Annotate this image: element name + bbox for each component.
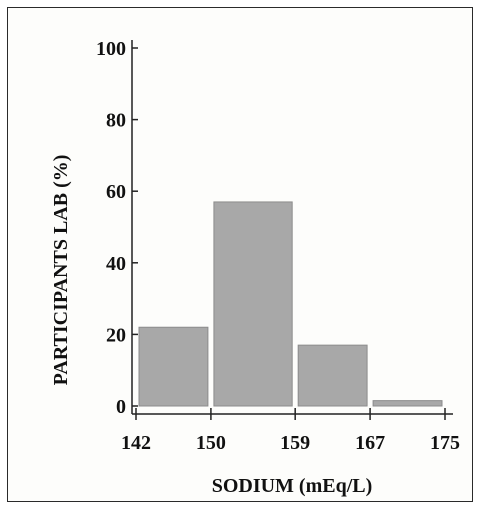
bar-0 bbox=[138, 326, 209, 407]
y-tick-label-1: 20 bbox=[106, 324, 126, 346]
axes bbox=[131, 40, 453, 415]
y-tick-label-2: 40 bbox=[106, 253, 126, 275]
bars bbox=[138, 201, 443, 407]
y-tick-label-0: 0 bbox=[116, 396, 126, 418]
x-tick-label-3: 167 bbox=[355, 432, 385, 454]
y-tick-label-3: 60 bbox=[106, 181, 126, 203]
y-axis-label: PARTICIPANTS LAB (%) bbox=[50, 155, 72, 386]
y-tick-label-4: 80 bbox=[106, 110, 126, 132]
x-ticks: 142 150 159 167 175 bbox=[121, 408, 460, 454]
y-ticks: 0 20 40 60 80 100 bbox=[96, 38, 138, 418]
x-axis-label: SODIUM (mEq/L) bbox=[212, 475, 373, 497]
y-tick-label-5: 100 bbox=[96, 38, 126, 60]
bar-3 bbox=[372, 400, 443, 407]
bar-1 bbox=[213, 201, 293, 407]
x-tick-label-4: 175 bbox=[430, 432, 460, 454]
x-tick-label-2: 159 bbox=[280, 432, 310, 454]
x-tick-label-0: 142 bbox=[121, 432, 151, 454]
x-tick-label-1: 150 bbox=[196, 432, 226, 454]
bar-2 bbox=[297, 344, 368, 407]
